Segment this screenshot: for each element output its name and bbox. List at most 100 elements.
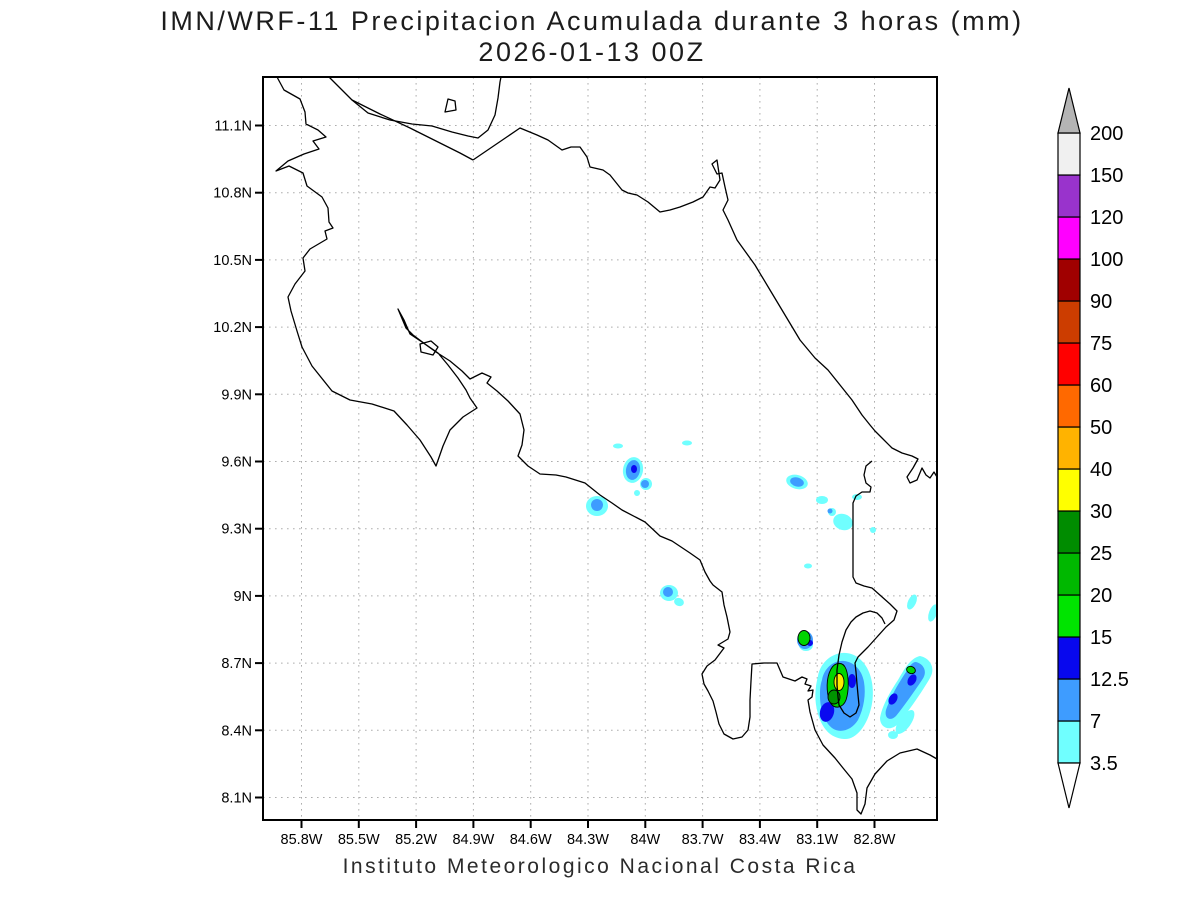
coastline	[275, 76, 938, 815]
colorbar-level-label: 25	[1090, 543, 1112, 565]
colorbar-segment	[1057, 300, 1081, 344]
colorbar-segment	[1057, 426, 1081, 470]
rain-12.5-15mm	[907, 674, 917, 686]
plot-title: IMN/WRF-11 Precipitacion Acumulada duran…	[160, 6, 1024, 36]
lat-tick-label: 10.5N	[213, 253, 252, 269]
colorbar: 200 150 120 100 90 75 60 50 40 30 25 20 15 12.5 7 3.5	[1057, 87, 1129, 809]
colorbar-level-label: 12.5	[1090, 669, 1129, 691]
colorbar-segment	[1057, 636, 1081, 680]
map-border	[262, 76, 938, 821]
lon-tick-label: 85.5W	[338, 832, 380, 848]
lat-lon-gridlines	[263, 77, 937, 820]
institution-credit: Instituto Meteorologico Nacional Costa R…	[342, 855, 858, 878]
coastline-contours	[275, 76, 938, 815]
colorbar-segment	[1057, 468, 1081, 512]
colorbar-level-label: 120	[1090, 207, 1123, 229]
rain-7-12.5mm	[663, 587, 673, 597]
coastline	[328, 76, 502, 139]
rain-3.5-7mm	[833, 513, 853, 531]
rain-12.5-15mm	[848, 674, 856, 688]
lat-tick-label: 9.6N	[221, 455, 252, 471]
rain-12.5-15mm	[819, 702, 835, 722]
rain-7-12.5mm	[641, 480, 649, 488]
lon-tick-label: 84W	[630, 832, 660, 848]
precipitation-shading	[586, 440, 938, 740]
colorbar-level-label: 40	[1090, 459, 1112, 481]
colorbar-segment	[1057, 342, 1081, 386]
rain-7-12.5mm	[790, 477, 804, 487]
colorbar-segment	[1057, 720, 1081, 764]
rain-3.5-7mm	[682, 440, 692, 446]
colorbar-level-label: 100	[1090, 249, 1123, 271]
island-outline	[444, 98, 457, 113]
colorbar-segment	[1057, 174, 1081, 218]
colorbar-segment	[1057, 678, 1081, 722]
colorbar-level-label: 3.5	[1090, 753, 1118, 775]
lon-tick-label: 82.8W	[854, 832, 896, 848]
lon-tick-label: 83.4W	[739, 832, 781, 848]
rain-3.5-7mm	[907, 594, 917, 610]
rain-3.5-7mm	[804, 563, 812, 569]
rain-3.5-7mm	[674, 597, 684, 607]
coastline	[836, 460, 898, 718]
colorbar-level-label: 75	[1090, 333, 1112, 355]
lon-tick-label: 84.9W	[452, 832, 494, 848]
lon-tick-label: 83.1W	[796, 832, 838, 848]
rain-3.5-7mm	[634, 490, 640, 496]
coastline	[472, 127, 938, 484]
plot-valid-time: 2026-01-13 00Z	[478, 37, 706, 67]
lat-tick-label: 10.2N	[213, 320, 252, 336]
rain-7-12.5mm	[827, 508, 833, 514]
lat-tick-label: 11.1N	[214, 119, 252, 135]
colorbar-segment	[1057, 594, 1081, 638]
colorbar-level-label: 50	[1090, 417, 1112, 439]
colorbar-level-label: 90	[1090, 291, 1112, 313]
plot-frame	[262, 76, 938, 821]
axis-tick-labels: 11.1N 10.8N 10.5N 10.2N 9.9N 9.6N 9.3N 9N 8.7N 8.…	[213, 119, 895, 849]
rain-30-40mm	[833, 673, 845, 691]
lat-tick-label: 8.7N	[221, 656, 252, 672]
lat-tick-label: 9.9N	[221, 387, 252, 403]
rain-3.5-7mm	[870, 527, 876, 533]
rain-3.5-7mm	[888, 731, 898, 739]
rain-15-20mm	[906, 665, 916, 675]
lon-tick-label: 85.8W	[281, 832, 323, 848]
lon-tick-label: 84.3W	[567, 832, 609, 848]
lat-tick-label: 9.3N	[221, 522, 252, 538]
rain-20-25mm	[827, 689, 841, 705]
lat-tick-label: 8.1N	[221, 791, 252, 807]
coastline	[351, 99, 474, 161]
rain-3.5-7mm	[816, 496, 828, 504]
colorbar-segment	[1057, 552, 1081, 596]
lon-tick-label: 84.6W	[510, 832, 552, 848]
lon-tick-label: 85.2W	[395, 832, 437, 848]
colorbar-segment	[1057, 258, 1081, 302]
colorbar-segment	[1057, 132, 1081, 176]
rain-3.5-7mm	[895, 710, 915, 734]
rain-3.5-7mm	[613, 443, 623, 449]
lat-tick-label: 9N	[233, 589, 252, 605]
colorbar-arrow-bottom	[1057, 762, 1081, 809]
lon-tick-label: 83.7W	[682, 832, 724, 848]
lat-tick-label: 8.4N	[221, 723, 252, 739]
island-outline	[419, 340, 439, 356]
colorbar-segment	[1057, 384, 1081, 428]
colorbar-arrow-top	[1057, 87, 1081, 134]
rain-7-12.5mm	[591, 499, 603, 511]
colorbar-level-label: 200	[1090, 123, 1123, 145]
colorbar-level-label: 20	[1090, 585, 1112, 607]
colorbar-segment	[1057, 216, 1081, 260]
colorbar-segment	[1057, 510, 1081, 554]
rain-3.5-7mm	[928, 604, 938, 622]
colorbar-level-label: 7	[1090, 711, 1101, 733]
colorbar-level-label: 30	[1090, 501, 1112, 523]
colorbar-level-label: 150	[1090, 165, 1123, 187]
colorbar-level-label: 60	[1090, 375, 1112, 397]
lat-tick-label: 10.8N	[213, 186, 252, 202]
rain-15-20mm	[797, 630, 811, 646]
rain-12.5-15mm	[631, 465, 637, 473]
rain-12.5-15mm	[888, 693, 898, 705]
axis-ticks	[255, 124, 876, 828]
